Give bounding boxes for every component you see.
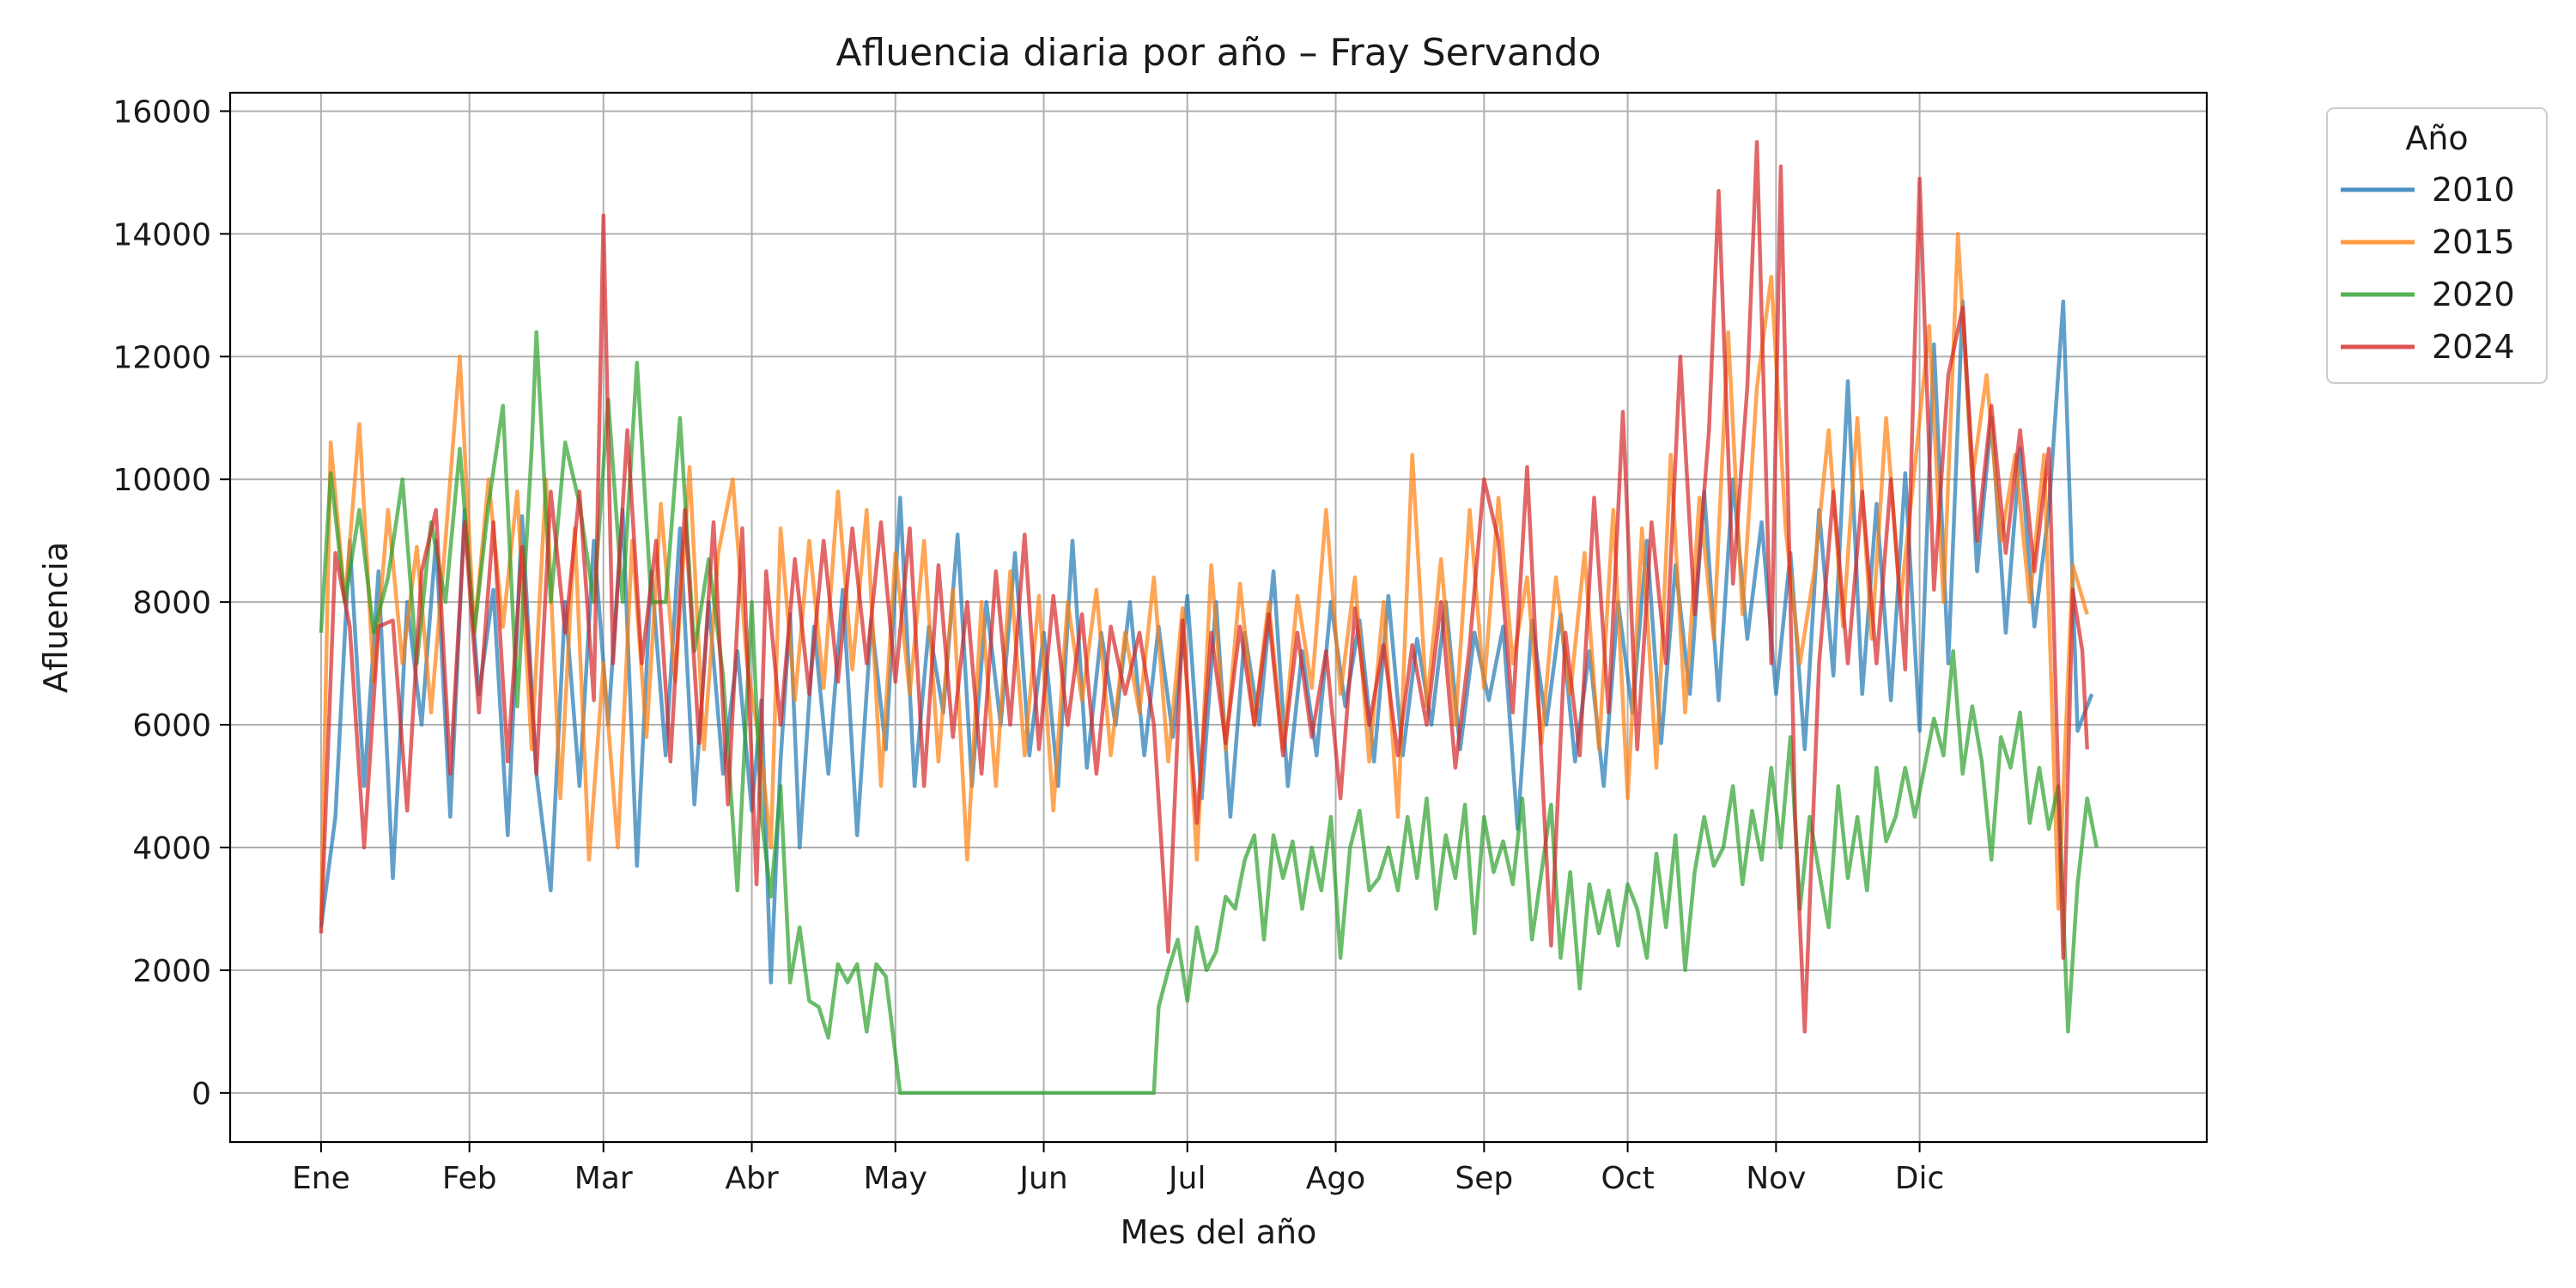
- x-tick-label: Jun: [1018, 1161, 1067, 1196]
- legend-entry-2015: 2015: [2341, 223, 2515, 261]
- legend-entry-2024: 2024: [2341, 328, 2515, 366]
- y-tick-label: 0: [191, 1077, 211, 1112]
- x-tick-label: Ago: [1306, 1161, 1366, 1196]
- x-tick-label: Nov: [1746, 1161, 1806, 1196]
- legend-label: 2024: [2432, 328, 2515, 366]
- plot-area-frame: [228, 91, 2208, 1144]
- legend-entries: 2010 2015 2020 2024: [2341, 171, 2515, 366]
- x-tick-label: Jul: [1167, 1161, 1206, 1196]
- y-tick-label: 10000: [112, 463, 211, 498]
- series-line-2020: [319, 330, 2099, 1096]
- x-tick-label: Ene: [292, 1161, 350, 1196]
- y-tick-label: 16000: [112, 94, 211, 130]
- legend-box: [2326, 107, 2548, 384]
- y-tick-label: 6000: [132, 708, 211, 744]
- legend-entry-2020: 2020: [2341, 276, 2515, 313]
- x-tick-label: Abr: [725, 1161, 778, 1196]
- chart-title: Afluencia diaria por año – Fray Servando: [835, 31, 1601, 75]
- x-axis-label: Mes del año: [1121, 1213, 1317, 1251]
- y-tick-label: 8000: [132, 586, 211, 621]
- legend: Año 2010 2015 2020 2024: [2326, 107, 2548, 384]
- series-line-2024: [319, 139, 2089, 1034]
- legend-label: 2015: [2432, 223, 2515, 261]
- y-axis-label: Afluencia: [37, 542, 75, 693]
- x-tick-label: May: [864, 1161, 927, 1196]
- y-tick-label: 14000: [112, 217, 211, 252]
- legend-label: 2010: [2432, 171, 2515, 209]
- x-tick-label: Feb: [442, 1161, 497, 1196]
- y-tick-label: 2000: [132, 954, 211, 989]
- series-lines: [319, 139, 2099, 1096]
- y-tick-label: 12000: [112, 340, 211, 375]
- legend-title: Año: [2405, 119, 2468, 157]
- legend-label: 2020: [2432, 276, 2515, 313]
- legend-entry-2010: 2010: [2341, 171, 2515, 209]
- y-tick-label: 4000: [132, 831, 211, 866]
- x-tick-label: Sep: [1455, 1161, 1513, 1196]
- x-tick-label: Dic: [1895, 1161, 1945, 1196]
- x-axis-ticks: Ene Feb Mar Abr May Jun Jul Ago Sep Oct Nov Dic: [292, 1142, 1944, 1196]
- x-tick-label: Mar: [574, 1161, 633, 1196]
- y-axis-ticks: 0 2000 4000 6000 8000 10000 12000 14000 16000: [112, 94, 230, 1112]
- x-tick-label: Oct: [1601, 1161, 1654, 1196]
